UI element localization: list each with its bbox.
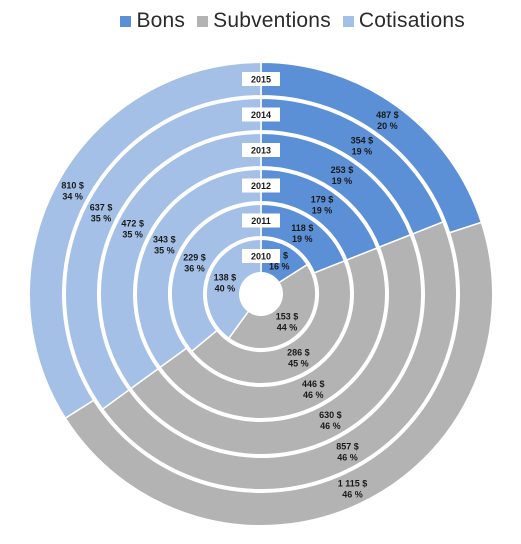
chart-rings (28, 61, 494, 527)
data-label-percent: 46 % (303, 390, 324, 400)
data-label-percent: 34 % (62, 191, 83, 201)
ring-2015-cotisations-segment (28, 61, 262, 420)
data-label-value: 810 $ (61, 180, 84, 190)
legend-swatch (342, 15, 354, 27)
data-label-percent: 35 % (154, 246, 175, 256)
ring-2010-subventions-segment (227, 263, 317, 350)
data-label-percent: 45 % (288, 358, 309, 368)
ring-2010-cotisations-segment (205, 238, 262, 340)
year-label-box (242, 107, 280, 122)
data-label-value: 472 $ (121, 219, 144, 229)
legend-item: Cotisations (342, 9, 465, 33)
data-label-percent: 44 % (277, 323, 298, 333)
data-label-value: 153 $ (276, 312, 299, 322)
data-label-value: 1 115 $ (338, 479, 368, 489)
year-label-box (242, 213, 280, 228)
year-label-box (242, 249, 280, 263)
chart-legend: Bons Subventions Cotisations (0, 9, 521, 33)
legend-label: Cotisations (358, 9, 465, 32)
data-label-percent: 19 % (332, 176, 353, 186)
data-label-percent: 19 % (312, 205, 333, 215)
ring-2012-subventions-segment (159, 247, 387, 420)
data-label-percent: 16 % (269, 262, 290, 272)
data-label-percent: 46 % (337, 452, 358, 462)
legend-label: Subventions (213, 9, 331, 32)
year-label: 2011 (251, 216, 271, 226)
data-label-percent: 35 % (122, 230, 143, 240)
ring-2011-subventions-segment (190, 259, 352, 385)
data-label-percent: 36 % (184, 264, 205, 274)
data-label-value: 446 $ (302, 379, 325, 389)
year-label: 2015 (251, 75, 271, 85)
data-label-percent: 20 % (377, 121, 398, 131)
data-label-value: 229 $ (183, 253, 206, 263)
data-label-percent: 35 % (91, 214, 112, 224)
data-label-value: 637 $ (90, 203, 113, 213)
data-label-value: 253 $ (331, 165, 354, 175)
year-label: 2010 (251, 252, 271, 262)
legend-swatch (120, 15, 132, 27)
year-label-box (242, 178, 280, 193)
ring-2012-cotisations-segment (135, 168, 262, 369)
data-label-value: 343 $ (153, 235, 176, 245)
ring-2013-cotisations-segment (99, 132, 262, 390)
data-label-percent: 46 % (342, 490, 363, 500)
data-label-value: 487 $ (376, 110, 399, 120)
ring-2011-cotisations-segment (170, 203, 262, 353)
year-label: 2012 (251, 181, 271, 191)
data-label-percent: 19 % (352, 147, 373, 157)
legend-item: Bons (120, 9, 185, 33)
data-label-value: 857 $ (336, 441, 359, 451)
legend-label: Bons (136, 9, 186, 32)
data-label-percent: 46 % (320, 421, 341, 431)
year-label-box (242, 143, 280, 157)
data-label-percent: 40 % (215, 283, 236, 293)
chart-labels: 56 $16 %153 $44 %138 $40 %118 $19 %286 $… (61, 72, 399, 500)
data-label-value: 118 $ (291, 223, 313, 233)
data-label-value: 354 $ (351, 136, 374, 146)
data-label-value: 286 $ (287, 347, 310, 357)
data-label-value: 630 $ (319, 410, 342, 420)
data-label-value: 138 $ (214, 272, 237, 282)
data-label-value: 179 $ (311, 194, 334, 204)
year-label: 2013 (251, 146, 271, 156)
legend-item: Subventions (197, 9, 331, 33)
data-label-percent: 19 % (292, 234, 313, 244)
year-label: 2014 (251, 110, 271, 120)
year-label-box (242, 72, 280, 86)
ring-2014-cotisations-segment (64, 97, 262, 411)
legend-swatch (197, 15, 209, 27)
